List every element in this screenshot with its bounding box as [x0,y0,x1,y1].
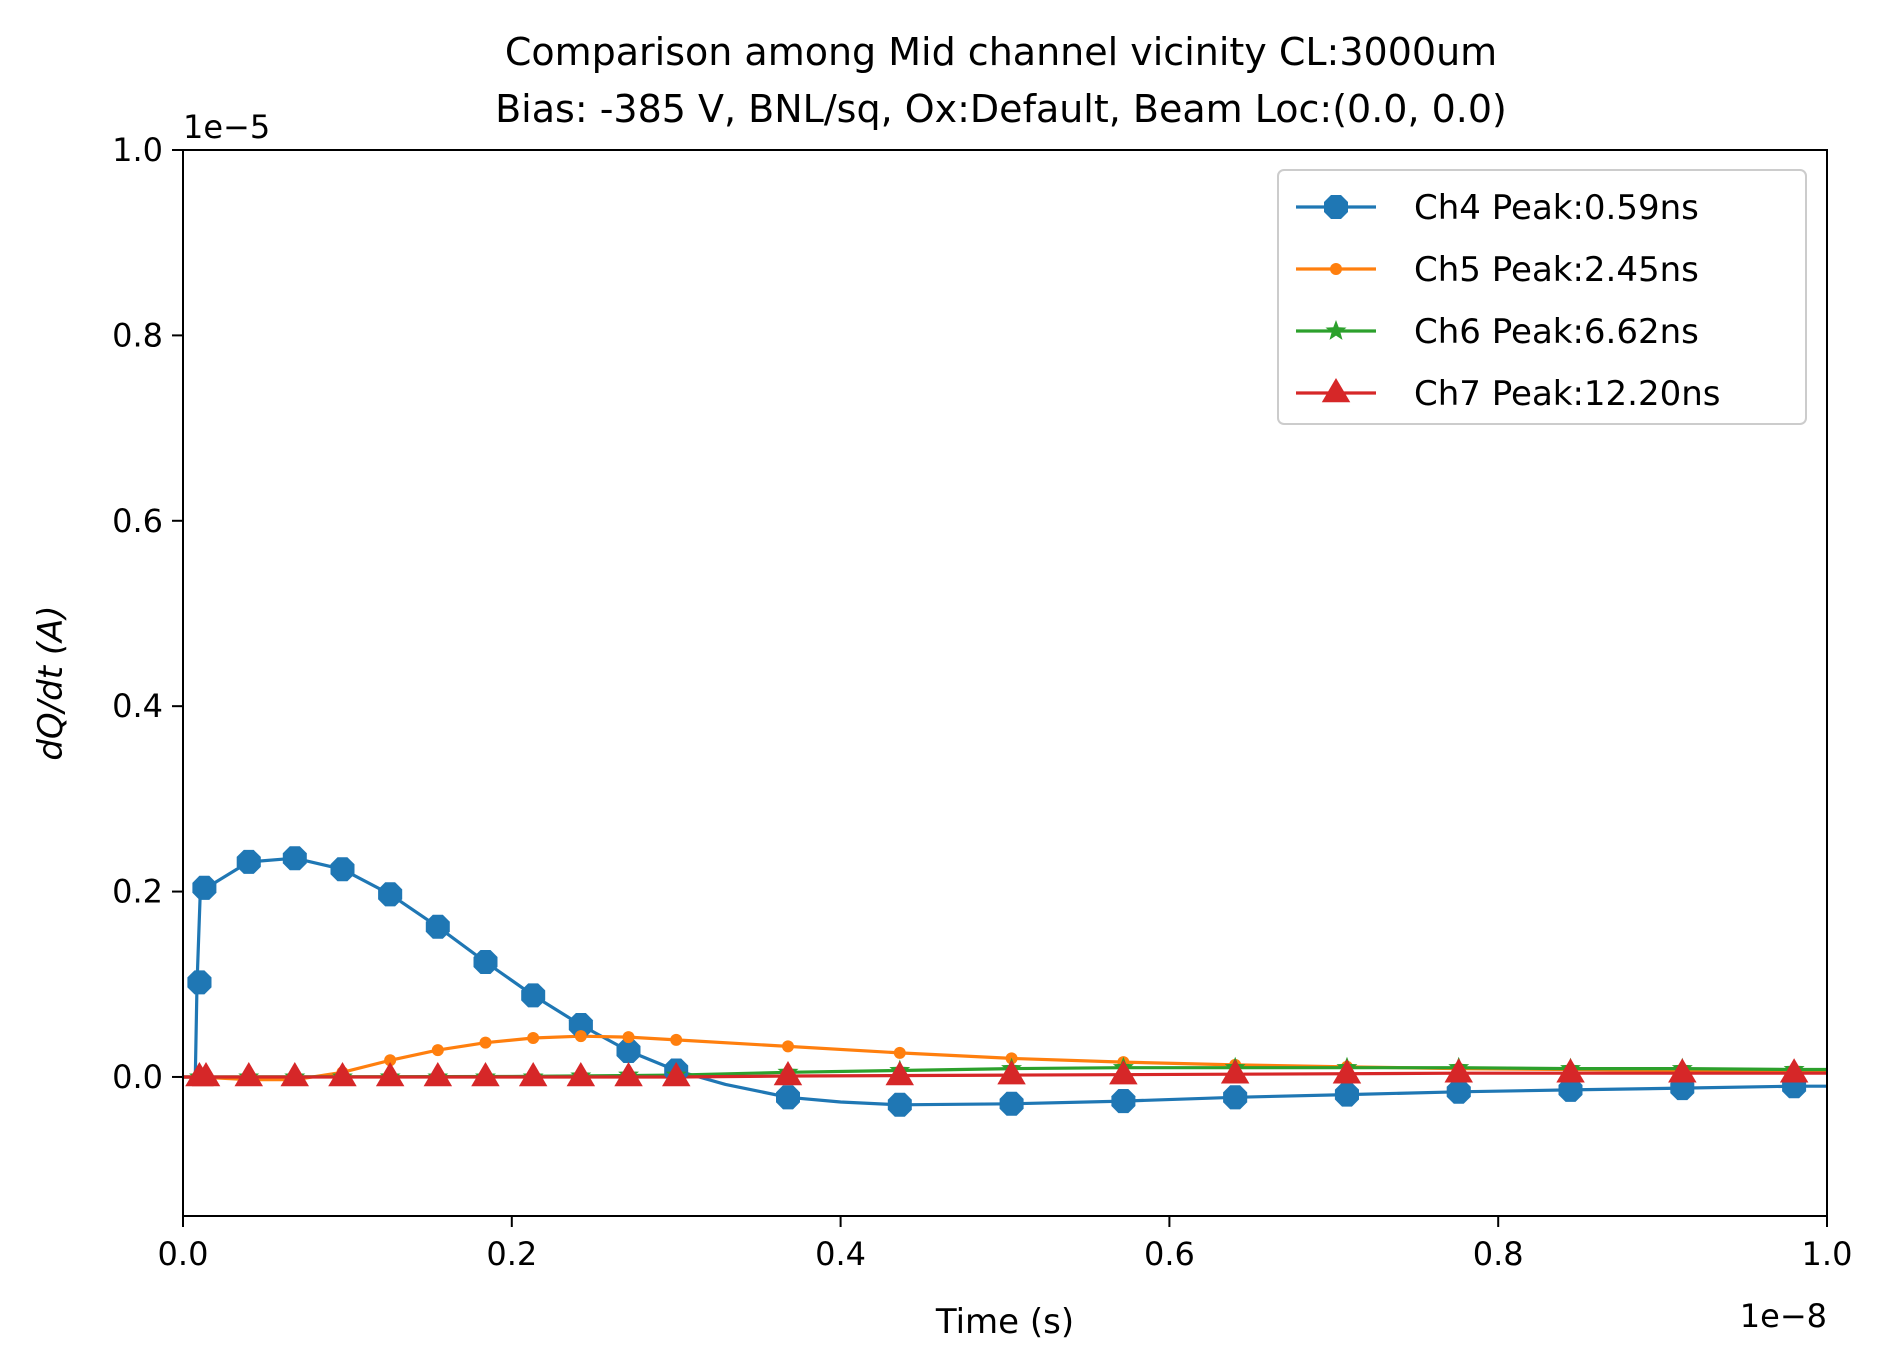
chart-title: Comparison among Mid channel vicinity CL… [505,30,1497,74]
legend-marker [1330,263,1342,275]
data-point-ch4 [282,846,307,871]
data-point-ch4 [378,882,403,907]
data-point-ch4 [887,1092,912,1117]
x-tick-label: 0.4 [815,1235,866,1273]
data-point-ch7 [662,1062,691,1087]
legend-label: Ch4 Peak:0.59ns [1414,188,1699,228]
data-point-ch4 [776,1085,800,1110]
data-point-ch7 [614,1062,643,1087]
x-tick-label: 0.2 [486,1235,537,1273]
data-point-ch7 [1332,1059,1362,1084]
data-point-ch4 [616,1039,641,1063]
data-point-ch5 [384,1054,397,1067]
data-point-ch7 [1668,1058,1697,1083]
legend-marker [1324,195,1348,219]
y-tick-label: 0.2 [112,873,163,911]
y-tick-label: 0.6 [112,502,163,540]
data-point-ch7 [1109,1060,1138,1085]
x-tick-label: 1.0 [1802,1235,1853,1273]
x-tick-label: 0.6 [1144,1235,1195,1273]
data-point-ch4 [521,983,546,1008]
data-point-ch7 [885,1061,914,1086]
data-point-ch4 [473,950,498,974]
data-point-ch7 [280,1062,309,1087]
legend: Ch4 Peak:0.59ns Ch5 Peak:2.45ns Ch6 Peak:6… [1277,169,1807,425]
chart-subtitle: Bias: -385 V, BNL/sq, Ox:Default, Beam L… [495,87,1507,131]
data-point-ch4 [236,849,261,874]
data-point-ch5 [574,1030,587,1043]
data-point-ch7 [423,1062,453,1087]
data-point-ch5 [670,1033,683,1046]
data-point-ch4 [1446,1079,1471,1104]
y-axis-label: dQ/dt (A) [31,605,71,760]
data-point-ch4 [192,875,217,900]
data-point-ch7 [234,1062,263,1087]
y-offset-label: 1e−5 [183,108,270,146]
data-point-ch7 [191,1062,221,1087]
y-tick-label: 0.4 [112,687,163,725]
data-point-ch5 [781,1040,794,1053]
data-point-ch5 [431,1044,444,1057]
data-point-ch4 [425,914,450,939]
data-point-ch5 [893,1046,906,1059]
data-point-ch5 [527,1032,540,1045]
data-point-ch4 [568,1013,593,1038]
data-point-ch7 [518,1062,548,1087]
data-point-ch7 [1444,1058,1473,1083]
x-tick-label: 0.8 [1473,1235,1524,1273]
x-axis-label: Time (s) [935,1302,1074,1342]
data-point-ch4 [330,857,355,882]
data-point-ch4 [187,970,212,995]
data-point-ch7 [1556,1058,1585,1083]
data-point-ch7 [375,1062,405,1087]
marker-layer [185,846,1809,1117]
y-tick-label: 0.0 [112,1058,163,1096]
y-tick-label: 1.0 [112,131,163,169]
data-point-ch7 [997,1060,1026,1085]
data-point-ch7 [1220,1059,1250,1084]
data-point-ch7 [566,1062,596,1087]
data-point-ch5 [479,1036,492,1049]
tick-layer: 0.0 0.2 0.4 0.6 0.8 1.0 0.0 0.2 0.4 0.6 0.8 1.0 [112,131,1852,1273]
x-offset-label: 1e−8 [1740,1297,1827,1335]
data-point-ch5 [622,1031,635,1044]
data-point-ch7 [471,1062,500,1087]
data-point-ch7 [328,1062,357,1087]
legend-label: Ch6 Peak:6.62ns [1414,312,1699,352]
data-point-ch4 [1334,1082,1359,1107]
x-tick-label: 0.0 [158,1235,209,1273]
data-point-ch7 [773,1061,803,1086]
legend-marker [1321,378,1351,403]
data-point-ch7 [1779,1058,1809,1083]
plot-frame [182,149,1828,1217]
legend-marker [1325,320,1347,340]
series-line-ch6 [183,1066,1827,1079]
data-point-ch4 [1111,1089,1136,1114]
data-point-ch4 [999,1091,1024,1116]
legend-label: Ch5 Peak:2.45ns [1414,250,1699,290]
legend-box [1277,169,1807,425]
y-tick-label: 0.8 [112,316,163,354]
data-point-ch4 [1223,1085,1248,1110]
data-point-ch4 [1558,1077,1583,1102]
legend-label: Ch7 Peak:12.20ns [1414,374,1721,414]
